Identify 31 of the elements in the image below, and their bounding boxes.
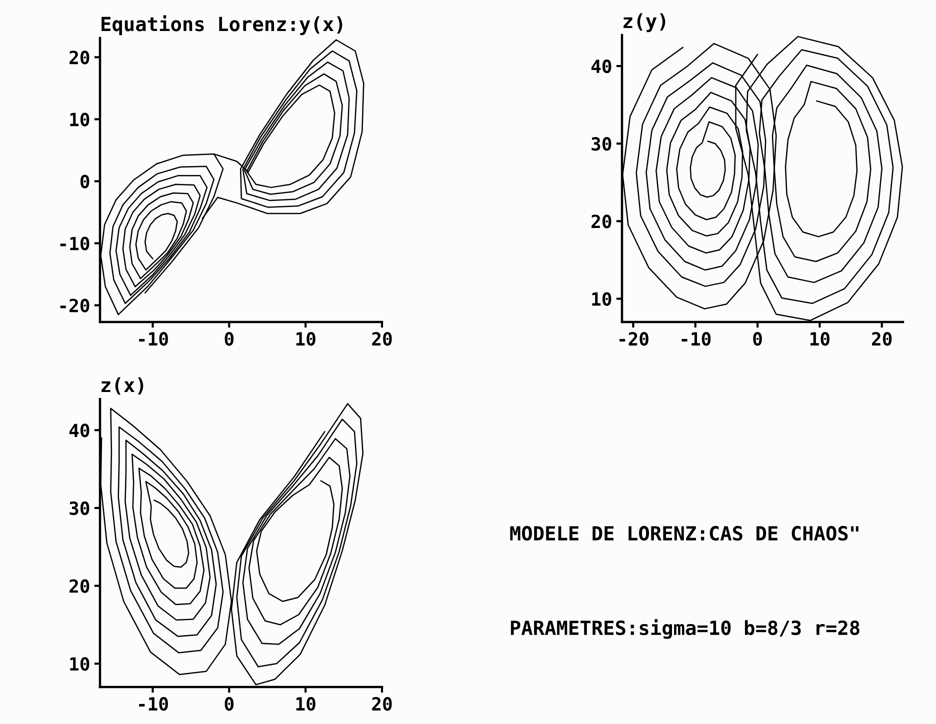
- text: MODELE DE LORENZ:CAS DE CHAOS": [510, 526, 858, 541]
- x-tick-label: 10: [296, 332, 316, 346]
- x-tick-label: 0: [753, 332, 762, 346]
- x-tick-label: -10: [139, 332, 168, 346]
- x-tick-label: -20: [620, 332, 648, 346]
- x-tick-label: 20: [872, 332, 892, 346]
- x-tick-label: 10: [296, 697, 316, 711]
- y-tick-label: 20: [70, 50, 90, 64]
- text: PARAMETRES:sigma=10 b=8/3 r=28: [510, 619, 860, 639]
- chart-title: Equations Lorenz:y(x): [102, 15, 342, 36]
- x-tick-label: 0: [224, 332, 234, 346]
- x-tick-label: 0: [224, 697, 234, 711]
- y-tick-label: 0: [80, 174, 90, 188]
- y-tick-label: -20: [60, 298, 90, 312]
- chart-title: z(x): [102, 377, 144, 395]
- y-tick-label: 40: [591, 59, 612, 74]
- chart-title: z(y): [624, 13, 666, 32]
- y-tick-label: 20: [592, 214, 612, 228]
- y-tick-label: 10: [592, 292, 612, 306]
- y-tick-label: 40: [69, 424, 90, 438]
- y-tick-label: 10: [70, 112, 90, 126]
- x-tick-label: 20: [372, 697, 392, 711]
- y-tick-label: 30: [70, 501, 90, 516]
- x-tick-label: 20: [372, 332, 392, 346]
- x-tick-label: 10: [810, 332, 830, 346]
- y-tick-label: 30: [592, 137, 612, 151]
- y-tick-label: -10: [60, 236, 90, 250]
- x-tick-label: -10: [682, 332, 711, 346]
- y-tick-label: 10: [70, 657, 90, 671]
- x-tick-label: -10: [139, 697, 168, 711]
- y-tick-label: 20: [70, 579, 90, 593]
